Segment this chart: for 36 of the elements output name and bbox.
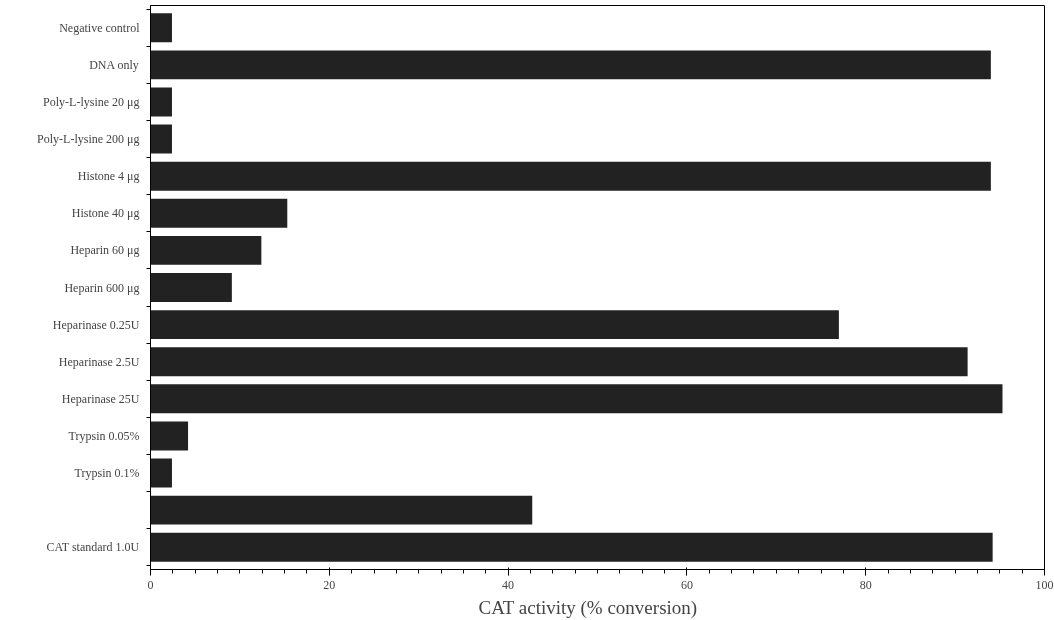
bar xyxy=(150,273,232,302)
y-tick-label: Trypsin 0.1% xyxy=(74,466,140,481)
y-tick-label: CAT standard 1.0U xyxy=(46,540,140,555)
bar xyxy=(150,310,839,340)
y-tick-label: Trypsin 0.05% xyxy=(68,428,140,443)
y-tick-label: Poly-L-lysine 20 μg xyxy=(43,94,140,109)
x-tick-label: 100 xyxy=(1035,577,1054,592)
bar xyxy=(150,235,262,265)
bar xyxy=(150,13,172,43)
y-tick-label: DNA only xyxy=(89,57,139,72)
y-tick-label: Heparinase 2.5U xyxy=(58,354,140,369)
y-tick-label: Heparin 60 μg xyxy=(70,243,140,258)
bar xyxy=(150,384,1003,414)
x-tick-label: 80 xyxy=(859,577,872,592)
y-tick-label: Negative control xyxy=(59,20,141,35)
bar xyxy=(150,124,172,154)
y-tick-label: Heparin 600 μg xyxy=(64,280,140,295)
bar xyxy=(150,87,172,117)
bar xyxy=(150,458,172,488)
y-tick-label: Poly-L-lysine 200 μg xyxy=(37,132,140,147)
x-tick-label: 40 xyxy=(502,577,515,592)
y-tick-label: Histone 40 μg xyxy=(71,206,140,221)
bar xyxy=(150,198,288,228)
bar xyxy=(150,421,189,451)
x-tick-label: 60 xyxy=(680,577,693,592)
y-tick-label: Heparinase 25U xyxy=(61,391,140,406)
x-axis-title: CAT activity (% conversion) xyxy=(478,596,698,619)
bar xyxy=(150,50,991,80)
bar xyxy=(150,161,991,191)
x-tick-label: 20 xyxy=(323,577,336,592)
y-tick-label: Histone 4 μg xyxy=(77,169,140,184)
bar xyxy=(150,495,533,525)
x-tick-label: 0 xyxy=(147,577,154,592)
y-tick-label: Heparinase 0.25U xyxy=(52,317,140,332)
bar xyxy=(150,532,993,562)
bar xyxy=(150,347,968,377)
